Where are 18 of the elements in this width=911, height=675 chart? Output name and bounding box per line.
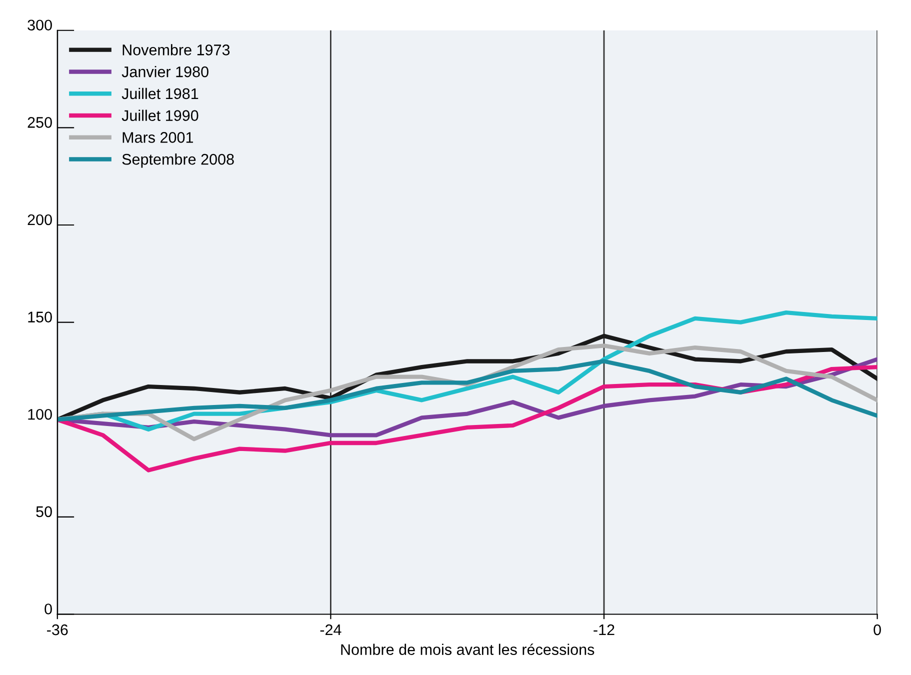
legend-label: Juillet 1981 <box>122 88 198 100</box>
legend-label: Septembre 2008 <box>122 154 234 168</box>
y-tick-label: 250 <box>28 117 52 128</box>
y-tick-label: 100 <box>28 408 52 420</box>
x-tick-label: 0 <box>874 624 881 636</box>
y-tick-label: 200 <box>28 214 52 226</box>
x-tick-label: -24 <box>320 624 342 636</box>
y-tick-label: 300 <box>28 20 52 31</box>
x-tick-label: -12 <box>594 624 614 636</box>
legend-label: Mars 2001 <box>122 132 193 143</box>
legend-label: Novembre 1973 <box>122 44 230 56</box>
x-axis-title: Nombre de mois avant les récessions <box>341 644 594 655</box>
y-tick-label: 0 <box>44 604 52 614</box>
legend-label: Janvier 1980 <box>122 66 208 78</box>
legend-label: Juillet 1990 <box>122 110 198 121</box>
y-tick-label: 50 <box>36 506 52 518</box>
x-tick-label: -36 <box>47 624 68 636</box>
y-tick-label: 150 <box>28 312 52 322</box>
